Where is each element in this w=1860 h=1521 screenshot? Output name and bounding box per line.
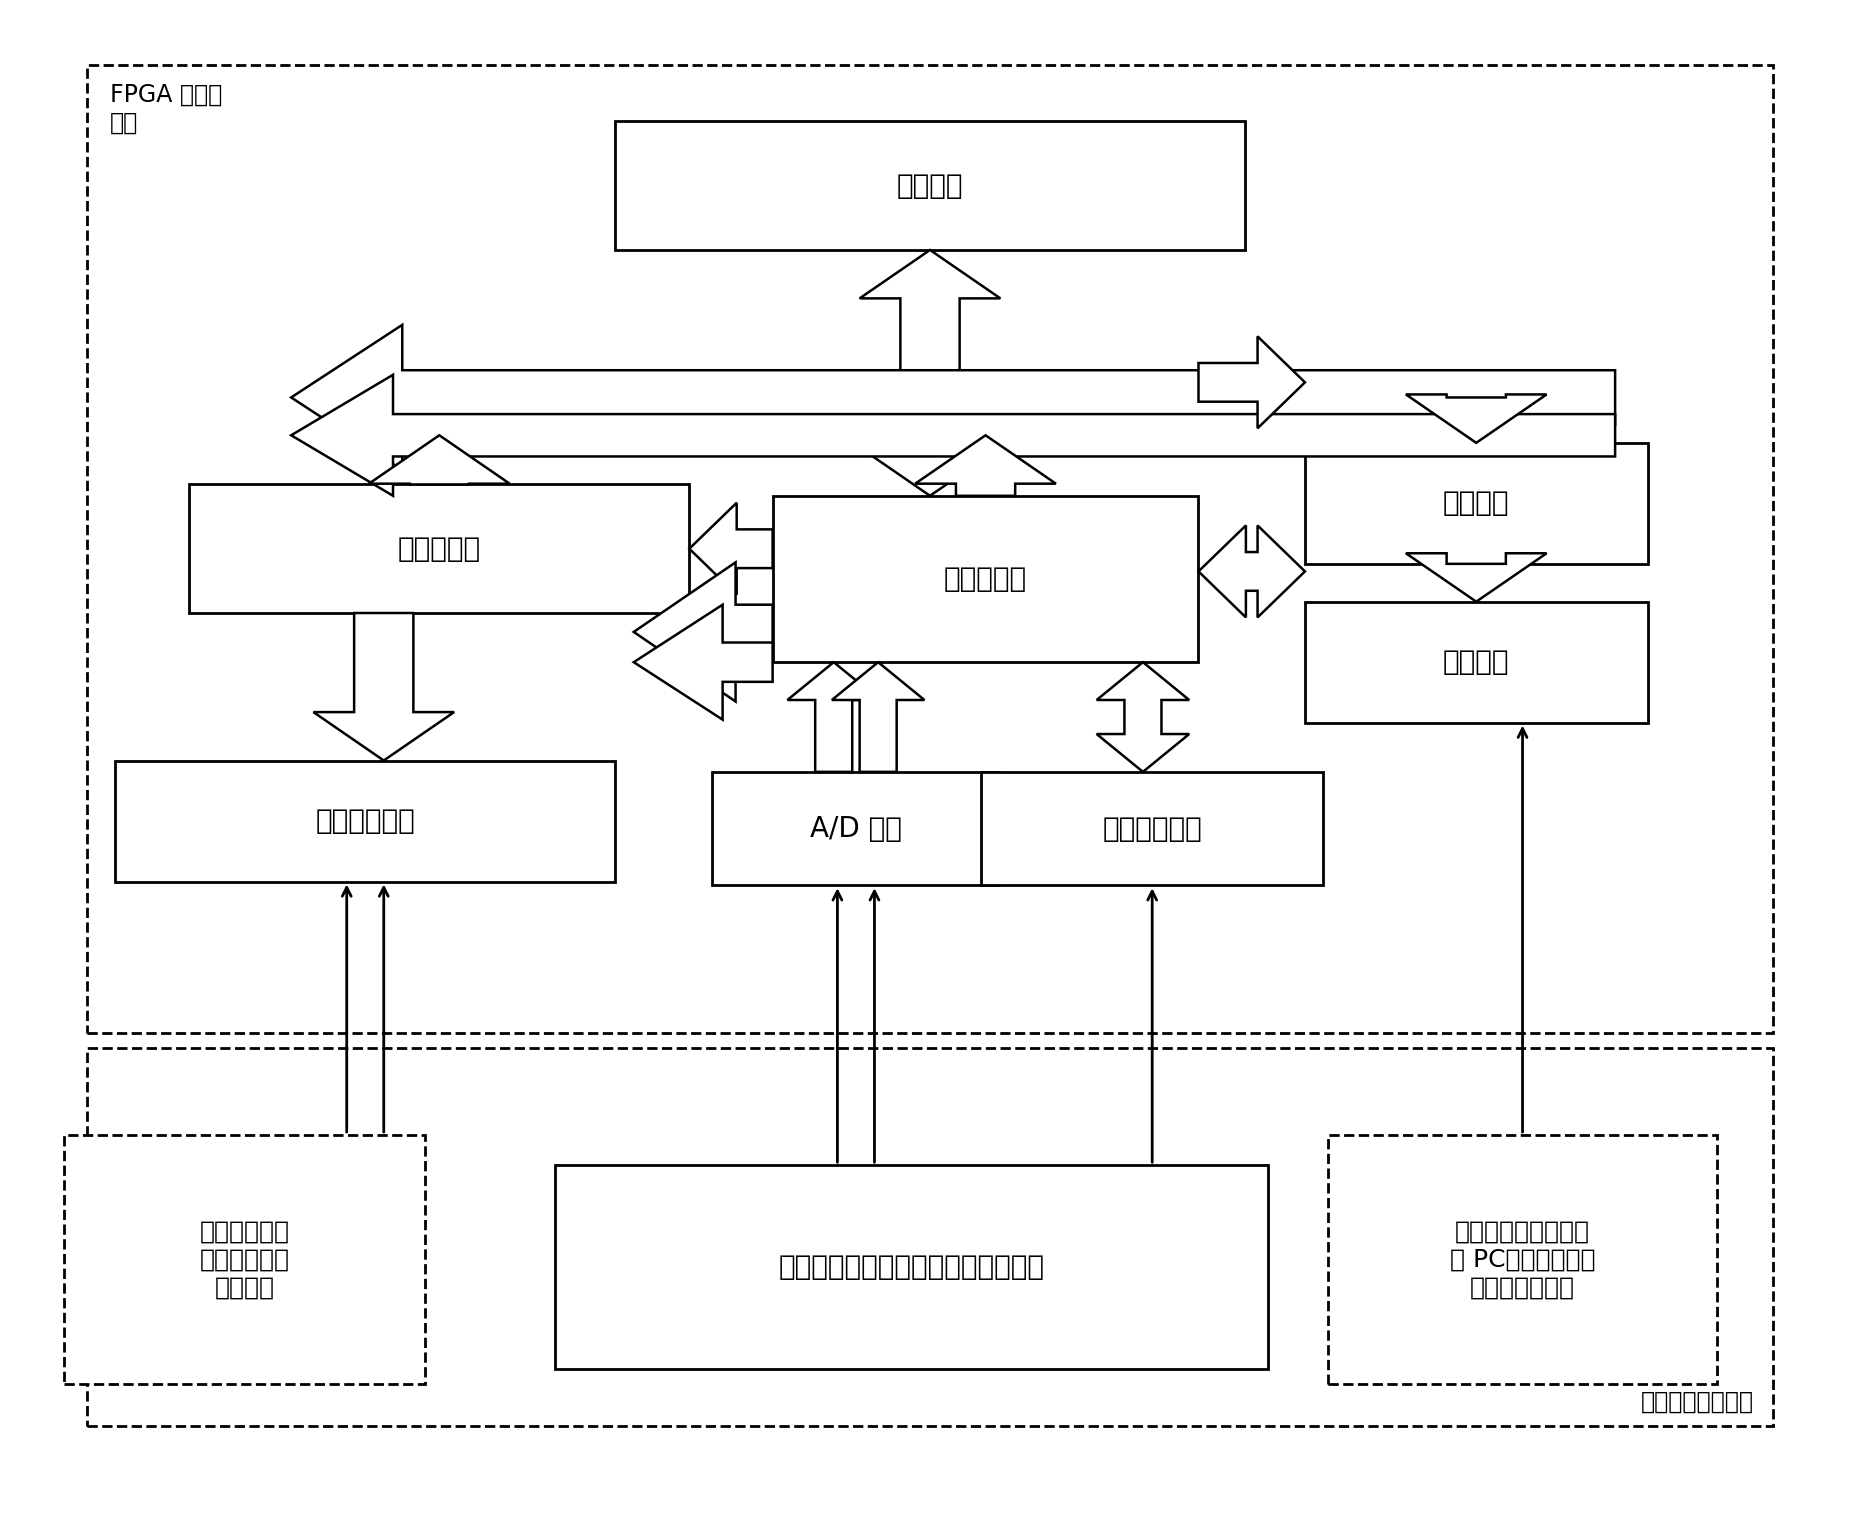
Polygon shape — [787, 662, 880, 771]
Text: 导联脱落检测: 导联脱落检测 — [1103, 815, 1202, 843]
Polygon shape — [690, 503, 772, 595]
Polygon shape — [292, 325, 1614, 470]
Text: 数据传输: 数据传输 — [1443, 648, 1510, 677]
Text: 定标电路、导联脱落检测和放大电路: 定标电路、导联脱落检测和放大电路 — [779, 1253, 1045, 1281]
Bar — [1328, 1135, 1717, 1384]
Text: 十二导联选择: 十二导联选择 — [316, 808, 415, 835]
Text: 总控制模块: 总控制模块 — [945, 564, 1027, 593]
Polygon shape — [292, 374, 1614, 496]
Text: 光电隔离、串口接口
接 PC（数据传出和
控制命令传入）: 光电隔离、串口接口 接 PC（数据传出和 控制命令传入） — [1449, 1220, 1596, 1299]
Text: 灵敏度控制: 灵敏度控制 — [398, 535, 482, 563]
Text: 来自人体导联
传感器数据和
右腿驱动: 来自人体导联 传感器数据和 右腿驱动 — [199, 1220, 290, 1299]
Polygon shape — [1406, 554, 1548, 602]
Polygon shape — [634, 605, 772, 719]
Bar — [980, 771, 1324, 885]
Bar — [1306, 443, 1648, 564]
Polygon shape — [1198, 336, 1306, 429]
Polygon shape — [312, 613, 454, 760]
Polygon shape — [1198, 525, 1306, 618]
Bar — [1306, 602, 1648, 722]
Polygon shape — [1097, 662, 1189, 771]
Polygon shape — [831, 662, 924, 771]
Bar — [65, 1135, 426, 1384]
Bar — [616, 122, 1244, 249]
Text: 数据处理: 数据处理 — [1443, 490, 1510, 517]
Polygon shape — [915, 435, 1056, 496]
Text: 数据存储: 数据存储 — [897, 172, 963, 199]
Bar — [554, 1165, 1269, 1369]
Bar — [712, 771, 999, 885]
Bar — [87, 65, 1773, 1033]
Polygon shape — [368, 435, 510, 484]
Bar — [772, 496, 1198, 662]
Text: 模拟电路实现部分: 模拟电路实现部分 — [1641, 1390, 1754, 1415]
Bar — [87, 1048, 1773, 1427]
Bar — [115, 760, 616, 882]
Polygon shape — [859, 249, 1001, 496]
Polygon shape — [1406, 394, 1548, 443]
Bar — [190, 484, 690, 613]
Text: A/D 转换: A/D 转换 — [809, 815, 902, 843]
Text: FPGA 内实现
部分: FPGA 内实现 部分 — [110, 82, 221, 135]
Polygon shape — [634, 563, 772, 701]
